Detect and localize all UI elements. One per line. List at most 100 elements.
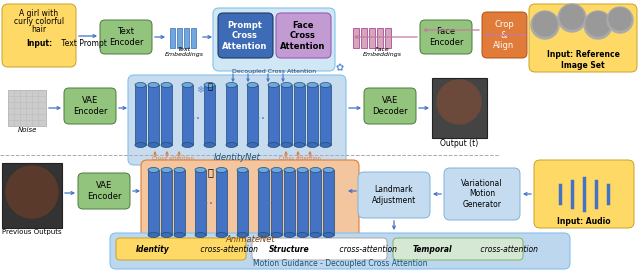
Bar [148,170,159,235]
Text: Identity: Identity [136,245,170,254]
Text: Noise: Noise [17,127,36,133]
Ellipse shape [307,143,318,147]
FancyBboxPatch shape [529,4,637,72]
Ellipse shape [161,168,172,172]
Ellipse shape [247,143,258,147]
Text: Face
Encoder: Face Encoder [429,27,463,47]
Bar [135,85,146,145]
Ellipse shape [284,233,295,237]
FancyBboxPatch shape [444,168,520,220]
FancyBboxPatch shape [141,160,359,248]
Ellipse shape [271,168,282,172]
Text: VAE
Encoder: VAE Encoder [87,181,121,201]
Text: Output (t): Output (t) [440,140,478,149]
Text: Face
Embeddings: Face Embeddings [362,47,401,57]
FancyBboxPatch shape [218,13,273,58]
Text: curly colorful: curly colorful [14,17,64,26]
Ellipse shape [297,233,308,237]
Ellipse shape [258,168,269,172]
Text: cross-attention: cross-attention [198,245,258,254]
Circle shape [533,12,557,36]
Bar [297,170,308,235]
Text: VAE
Encoder: VAE Encoder [73,96,108,116]
Text: ...: ... [200,193,214,207]
Ellipse shape [226,143,237,147]
Text: AnimateNet: AnimateNet [225,236,275,245]
Bar [191,28,196,48]
Ellipse shape [297,168,308,172]
FancyBboxPatch shape [364,88,416,124]
Bar [268,85,279,145]
Text: Cross attention: Cross attention [152,156,194,160]
Bar [204,85,215,145]
Text: Structure: Structure [269,245,309,254]
Ellipse shape [323,233,334,237]
Ellipse shape [135,143,146,147]
Ellipse shape [216,168,227,172]
Bar [284,170,295,235]
Text: Motion Guidance - Decoupled Cross Attention: Motion Guidance - Decoupled Cross Attent… [253,258,428,267]
Bar [377,28,383,48]
Text: ...: ... [188,108,200,122]
Text: A girl with: A girl with [19,10,59,18]
FancyBboxPatch shape [358,172,430,218]
Bar [170,28,175,48]
Ellipse shape [307,82,318,88]
Text: Decoupled Cross Attention: Decoupled Cross Attention [232,70,316,75]
Bar [432,78,487,138]
Text: ...: ... [252,108,266,122]
Ellipse shape [216,233,227,237]
Bar [369,28,375,48]
Text: cross-attention: cross-attention [337,245,397,254]
Ellipse shape [161,82,172,88]
Ellipse shape [204,143,215,147]
Bar [385,28,391,48]
Ellipse shape [174,233,185,237]
Text: Previous Outputs: Previous Outputs [2,229,62,235]
FancyBboxPatch shape [110,233,570,269]
Bar [310,170,321,235]
FancyBboxPatch shape [534,160,634,228]
Ellipse shape [237,233,248,237]
Text: Face
Cross
Attention: Face Cross Attention [280,21,326,51]
Bar [353,28,359,48]
Bar [237,170,248,235]
Circle shape [558,4,586,32]
Ellipse shape [237,168,248,172]
Ellipse shape [284,168,295,172]
Ellipse shape [161,143,172,147]
Ellipse shape [182,143,193,147]
Text: ❄: ❄ [196,85,204,95]
Circle shape [531,11,559,39]
Text: Cross attention: Cross attention [279,156,321,160]
Text: hair: hair [31,26,47,35]
Circle shape [607,7,633,33]
Circle shape [609,8,631,30]
Ellipse shape [135,82,146,88]
Text: IdentityNet: IdentityNet [214,153,260,162]
Bar [294,85,305,145]
Bar [307,85,318,145]
Text: 🔥: 🔥 [207,167,213,177]
Bar [320,85,331,145]
Ellipse shape [161,233,172,237]
Bar [226,85,237,145]
Bar [247,85,258,145]
Text: ...: ... [264,193,276,207]
Bar [182,85,193,145]
Text: 🔥: 🔥 [207,82,212,91]
FancyBboxPatch shape [482,12,527,58]
FancyBboxPatch shape [64,88,116,124]
Ellipse shape [204,82,215,88]
Ellipse shape [195,233,206,237]
Text: Variational
Motion
Generator: Variational Motion Generator [461,179,503,209]
Bar [195,170,206,235]
Bar [271,170,282,235]
Ellipse shape [148,82,159,88]
Bar [2,163,62,228]
Ellipse shape [226,82,237,88]
Bar [161,170,172,235]
Ellipse shape [268,143,279,147]
Bar [323,170,334,235]
Bar [216,170,227,235]
